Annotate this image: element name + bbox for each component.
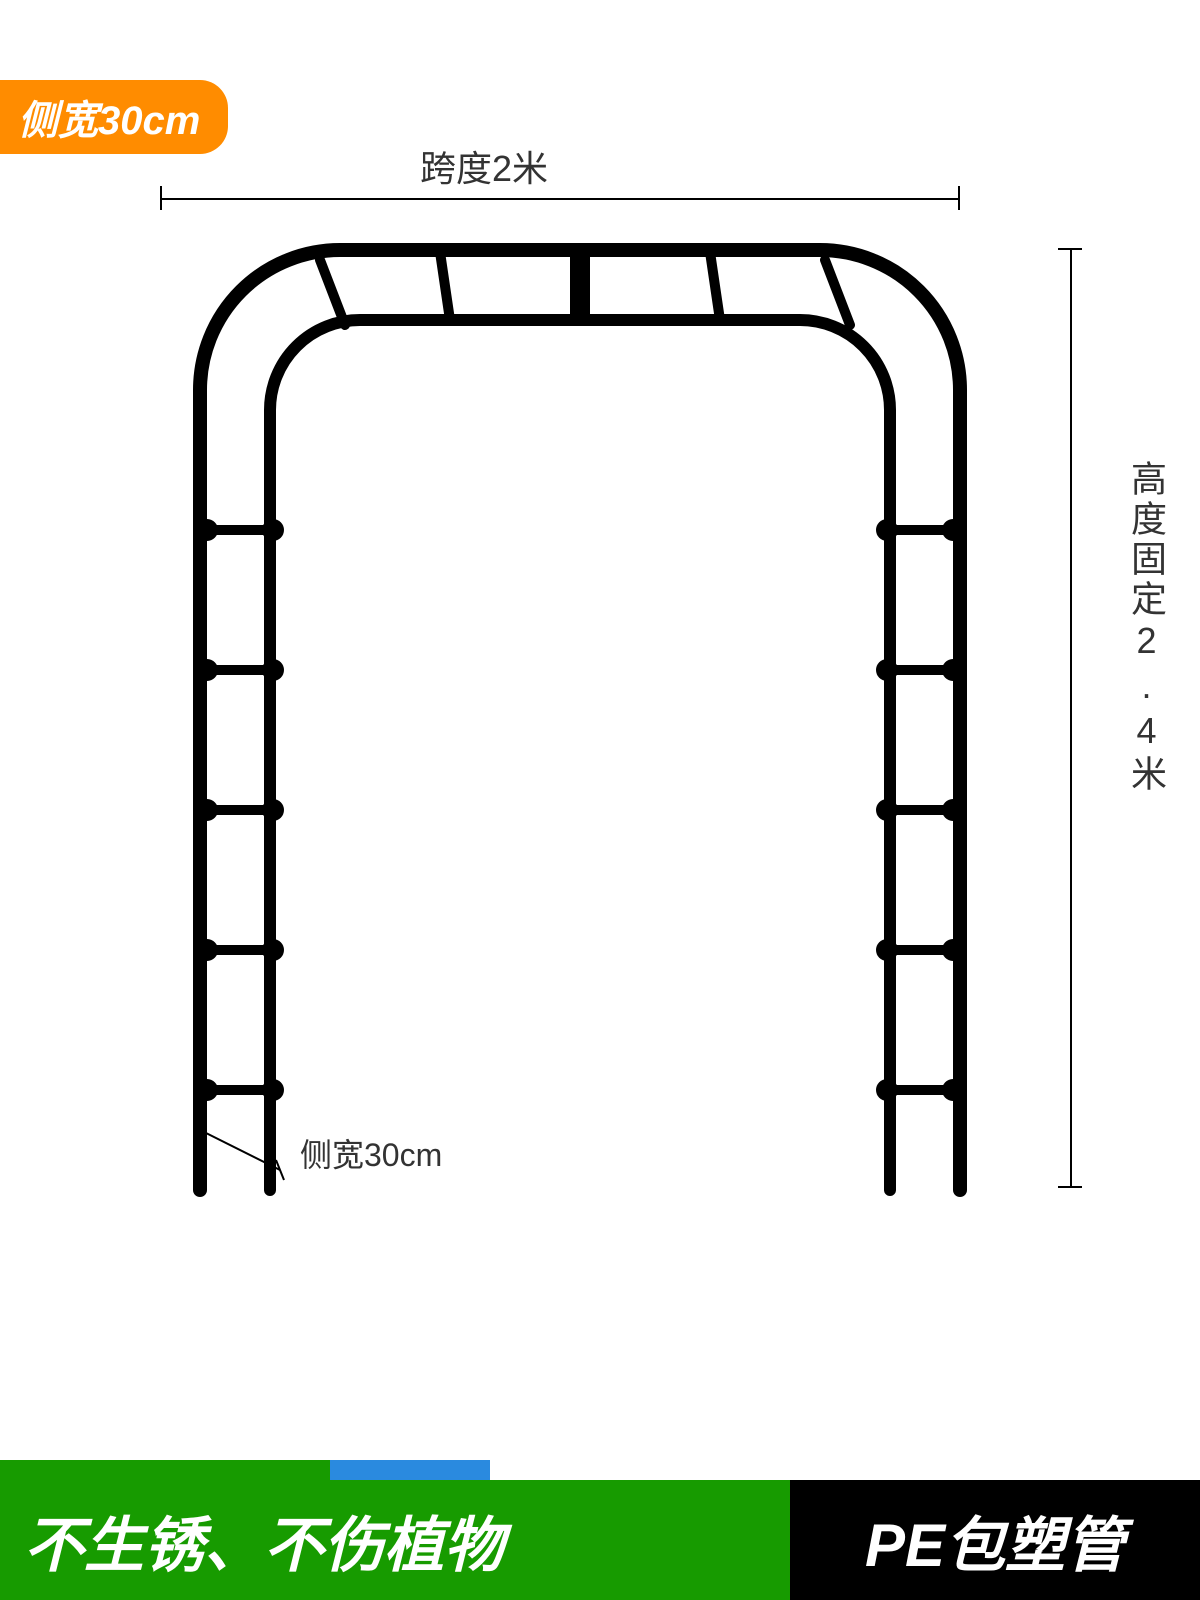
garden-arch-diagram [160, 230, 960, 1190]
width-dim-tick-right [958, 186, 960, 210]
height-dim-tick-bottom [1058, 1186, 1082, 1188]
footer-banner: 不生锈、不伤植物 PE包塑管 [0, 1480, 1200, 1600]
height-dim-label: 高度固定2.4米 [1120, 460, 1172, 795]
product-diagram-canvas: 侧宽30cm 跨度2米 高度固定2.4米 侧宽30cm 不生锈、不伤植物 PE包… [0, 0, 1200, 1600]
footer-material-text: PE包塑管 [790, 1480, 1200, 1600]
width-dim-line [160, 198, 960, 200]
width-dim-label: 跨度2米 [420, 140, 548, 192]
accent-bar-blue [330, 1460, 490, 1480]
side-width-badge: 侧宽30cm [0, 80, 228, 154]
accent-bar-green [0, 1460, 330, 1480]
footer-feature-text: 不生锈、不伤植物 [0, 1480, 790, 1600]
height-dim-line [1070, 248, 1072, 1188]
